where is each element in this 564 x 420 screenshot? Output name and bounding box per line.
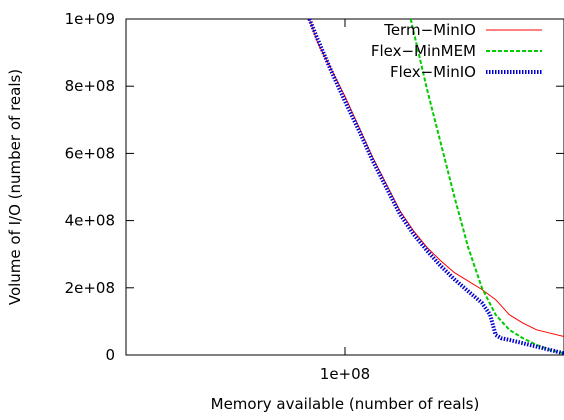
- series-line-3: [307, 18, 564, 356]
- series-line-2: [409, 18, 564, 355]
- axis-ticks: 0 2e+08 4e+08 6e+08 8e+08 1e+09 1e+08: [65, 10, 564, 383]
- legend-label-1: Term−MinIO: [383, 21, 476, 39]
- series-layer: [307, 18, 564, 356]
- x-axis-label: Memory available (number of reals): [211, 395, 480, 413]
- y-tick-label: 1e+09: [65, 10, 115, 28]
- y-tick-label: 6e+08: [65, 144, 115, 162]
- legend-label-2: Flex−MinMEM: [371, 42, 476, 60]
- y-tick-label: 8e+08: [65, 77, 115, 95]
- legend: Term−MinIO Flex−MinMEM Flex−MinIO: [371, 21, 542, 81]
- x-tick-label: 1e+08: [320, 365, 370, 383]
- y-axis-label: Volume of I/O (number of reals): [6, 69, 24, 305]
- legend-label-3: Flex−MinIO: [390, 63, 476, 81]
- y-tick-label: 4e+08: [65, 212, 115, 230]
- y-tick-label: 2e+08: [65, 279, 115, 297]
- plot-frame: [125, 18, 564, 356]
- y-tick-label: 0: [105, 346, 115, 364]
- series-line-1: [308, 18, 564, 337]
